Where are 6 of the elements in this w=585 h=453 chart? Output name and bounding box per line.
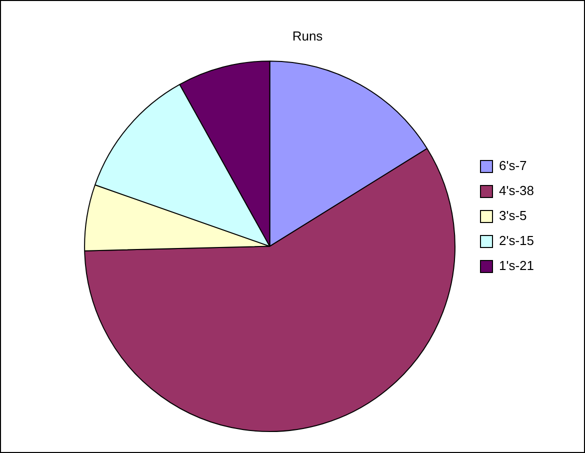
legend-label: 2's-15 [499, 233, 534, 248]
legend-label: 1's-21 [499, 258, 534, 274]
legend-label: 4's-38 [499, 183, 534, 198]
legend-label: 6's-7 [499, 158, 527, 174]
chart-title: Runs [292, 28, 324, 44]
legend-label: 3's-5 [499, 208, 527, 224]
